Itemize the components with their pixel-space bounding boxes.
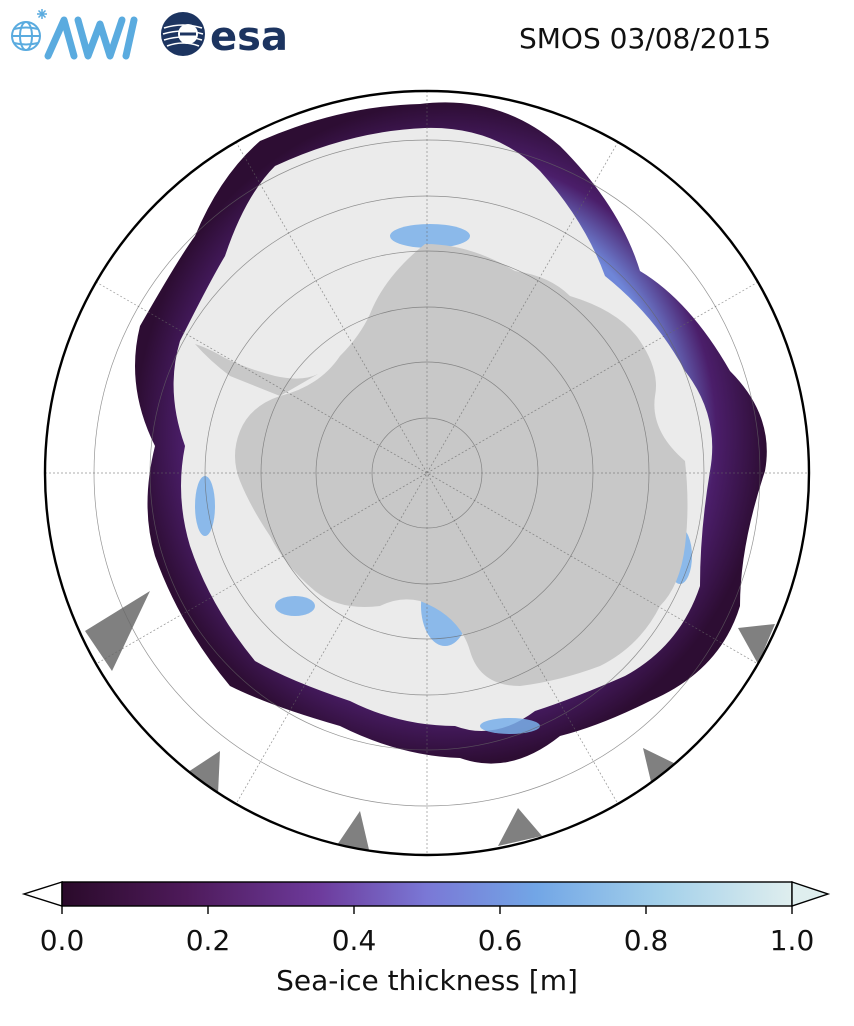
awi-globe-icon — [11, 21, 41, 51]
polar-map — [40, 86, 814, 860]
map-title: SMOS 03/08/2015 — [519, 22, 772, 55]
esa-wordmark-icon: esa — [210, 14, 288, 60]
colorbar-tick-label: 0.6 — [477, 924, 523, 957]
colorbar-tick-label: 0.2 — [185, 924, 231, 957]
map-boundary — [43, 89, 811, 857]
colorbar-tick-label: 0.0 — [39, 924, 85, 957]
colorbar — [21, 881, 831, 914]
esa-emblem-icon — [161, 12, 205, 56]
colorbar-tick-label: 1.0 — [769, 924, 815, 957]
antarctica-land — [235, 244, 688, 686]
esa-logo: esa — [161, 12, 288, 60]
awi-lettermark-icon — [44, 16, 138, 60]
colorbar-tick-label: 0.8 — [623, 924, 669, 957]
awi-logo — [11, 9, 138, 60]
nodata-patches — [85, 591, 775, 854]
colorbar-extend-min — [21, 881, 63, 907]
colorbar-label: Sea-ice thickness [m] — [276, 964, 578, 997]
colorbar-gradient — [61, 881, 793, 907]
colorbar-tick-label: 0.4 — [331, 924, 377, 957]
longitude-gridlines — [45, 91, 809, 855]
colorbar-extend-max — [791, 881, 831, 907]
colorbar-ticks — [61, 906, 793, 914]
awi-star-icon — [37, 9, 47, 19]
